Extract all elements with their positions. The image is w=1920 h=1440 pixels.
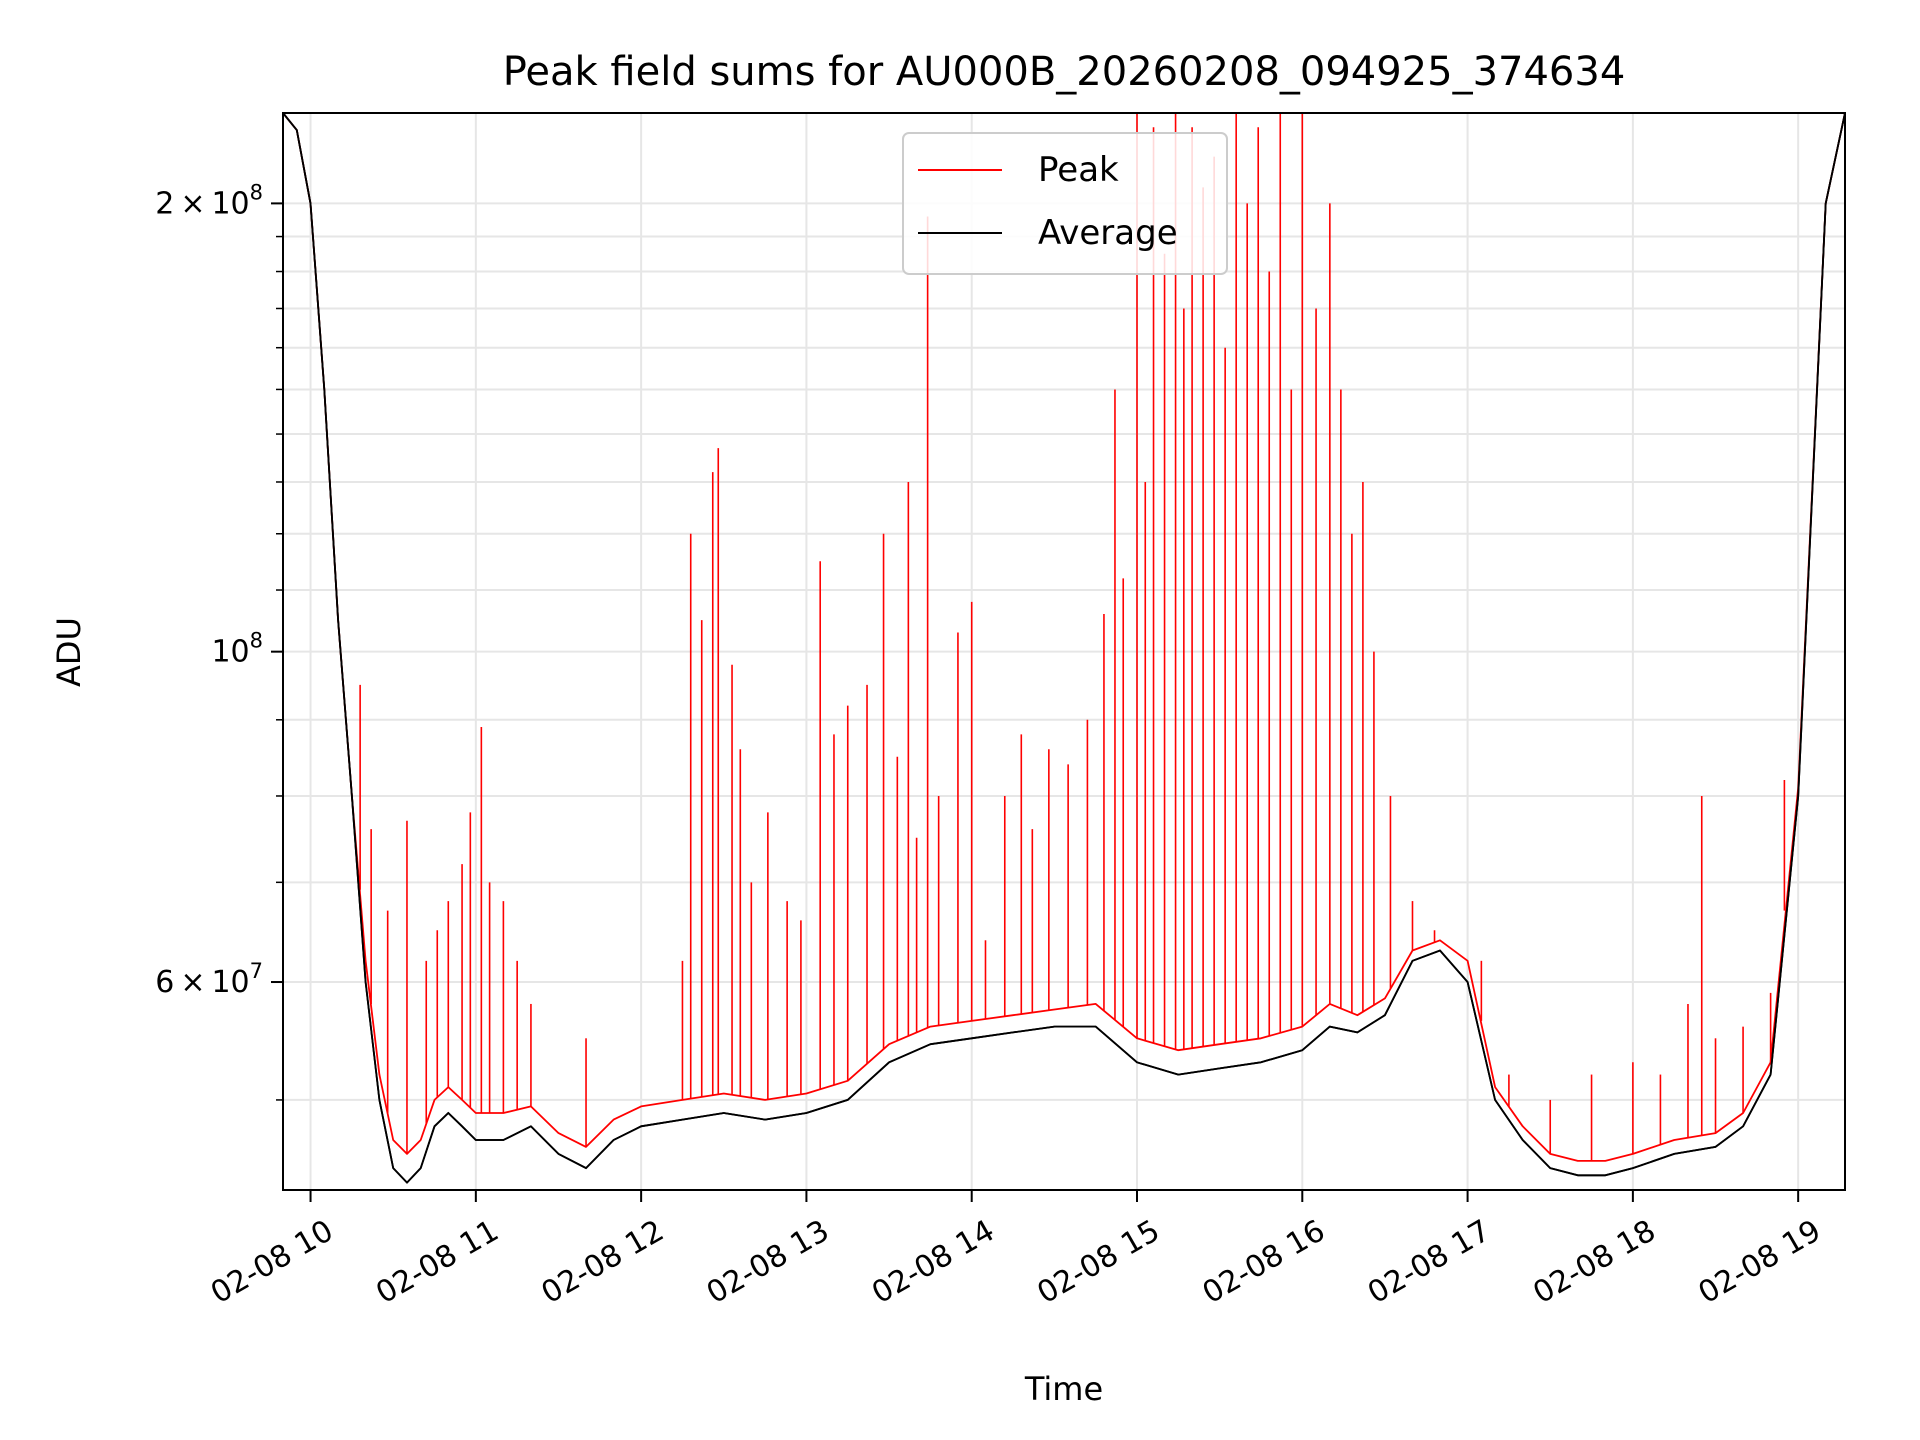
legend-peak-label: Peak xyxy=(1038,150,1119,190)
series-layer xyxy=(282,112,1846,1184)
y-axis: 2 × 108 108 6 × 107 xyxy=(155,180,283,1101)
y-axis-label: ADU xyxy=(50,617,88,687)
y-tick-label: 108 xyxy=(211,629,263,670)
legend: Peak Average xyxy=(902,132,1228,275)
series-line-peak xyxy=(282,112,1846,1162)
legend-average-label: Average xyxy=(1038,213,1178,253)
legend-box xyxy=(902,132,1228,275)
chart-title: Peak field sums for AU000B_20260208_0949… xyxy=(503,49,1626,95)
x-axis-label: Time xyxy=(1024,1370,1103,1408)
series-line-average-top xyxy=(282,112,1846,1184)
y-tick-label: 6 × 107 xyxy=(155,959,263,1000)
y-tick-label: 2 × 108 xyxy=(155,180,263,221)
